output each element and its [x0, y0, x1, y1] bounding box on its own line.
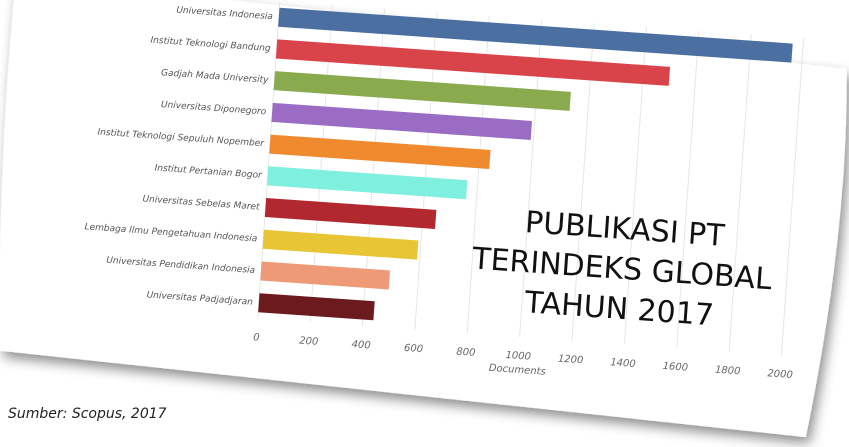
x-tick-label: 1400 — [610, 357, 636, 370]
bar — [262, 229, 419, 260]
bar — [260, 261, 391, 290]
grid-line — [676, 30, 700, 348]
grid-line — [728, 34, 752, 352]
bar — [271, 102, 533, 141]
bar — [267, 166, 468, 200]
x-tick-label: 800 — [456, 347, 476, 359]
chart-card: 0 200 400 600 800 1000 1200 1400 1600 1800 2000 Doc… — [0, 0, 847, 438]
x-tick-label: 600 — [404, 343, 424, 355]
x-tick-label: 1800 — [715, 365, 741, 378]
x-tick-label: 200 — [299, 336, 319, 348]
bar — [275, 39, 671, 86]
x-tick-label: 1000 — [505, 350, 531, 363]
x-tick-label: 2000 — [767, 368, 793, 381]
grid-line — [780, 37, 805, 356]
bar — [278, 7, 793, 63]
source-note: Sumber: Scopus, 2017 — [8, 406, 167, 422]
x-axis-label: Documents — [488, 363, 546, 378]
bar — [273, 71, 571, 111]
x-tick-label: 400 — [351, 339, 371, 351]
bar — [258, 293, 375, 321]
x-tick-label: 1200 — [558, 354, 584, 367]
bar — [269, 134, 491, 169]
bar — [264, 198, 437, 229]
x-tick-label: 1600 — [662, 361, 688, 374]
x-tick-label: 0 — [253, 332, 260, 343]
